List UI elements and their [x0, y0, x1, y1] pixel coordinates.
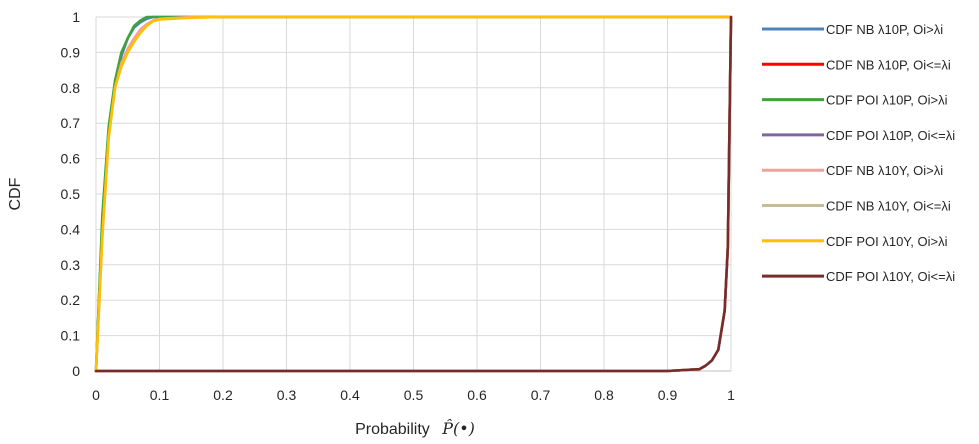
x-tick-label: 0.9	[658, 387, 678, 403]
x-tick-label: 0.8	[594, 387, 614, 403]
legend-item: CDF NB λ10P, Oi<=λi	[762, 57, 951, 72]
y-tick-label: 0.6	[61, 151, 81, 167]
x-axis-ticks: 0 0.1 0.2 0.3 0.4 0.5 0.6 0.7 0.8 0.9 1	[92, 387, 735, 403]
legend-item: CDF POI λ10P, Oi>λi	[762, 93, 948, 108]
plot-area	[94, 15, 733, 373]
legend-label: CDF POI λ10P, Oi<=λi	[826, 128, 955, 143]
series-line-8	[94, 15, 733, 373]
x-tick-label: 0.6	[467, 387, 487, 403]
y-tick-label: 0.7	[61, 115, 81, 131]
legend-label: CDF NB λ10Y, Oi>λi	[826, 163, 943, 178]
y-axis-ticks: 0 0.1 0.2 0.3 0.4 0.5 0.6 0.7 0.8 0.9 1	[61, 9, 81, 379]
legend-label: CDF NB λ10P, Oi>λi	[826, 22, 943, 37]
x-axis-title: Probability P̂(•)	[355, 419, 475, 438]
x-tick-label: 0.1	[150, 387, 170, 403]
legend-label: CDF POI λ10Y, Oi>λi	[826, 234, 948, 249]
legend: CDF NB λ10P, Oi>λi CDF NB λ10P, Oi<=λi CDF…	[762, 22, 955, 284]
y-tick-label: 0.9	[61, 44, 81, 60]
legend-label: CDF NB λ10Y, Oi<=λi	[826, 199, 951, 214]
legend-item: CDF POI λ10Y, Oi>λi	[762, 234, 948, 249]
legend-item: CDF NB λ10Y, Oi>λi	[762, 163, 943, 178]
y-tick-label: 0	[72, 363, 80, 379]
x-tick-label: 0.5	[404, 387, 424, 403]
y-tick-label: 0.1	[61, 328, 81, 344]
x-axis-title-text: Probability	[355, 421, 430, 438]
legend-item: CDF NB λ10Y, Oi<=λi	[762, 199, 951, 214]
legend-item: CDF POI λ10P, Oi<=λi	[762, 128, 955, 143]
x-tick-label: 0.3	[277, 387, 297, 403]
y-tick-label: 0.8	[61, 80, 81, 96]
y-tick-label: 0.2	[61, 292, 81, 308]
series-line-7	[94, 15, 733, 373]
y-axis-title: CDF	[7, 177, 24, 210]
x-tick-label: 1	[727, 387, 735, 403]
x-tick-label: 0.4	[340, 387, 360, 403]
legend-item: CDF NB λ10P, Oi>λi	[762, 22, 943, 37]
legend-label: CDF POI λ10Y, Oi<=λi	[826, 269, 955, 284]
y-tick-label: 0.3	[61, 257, 81, 273]
x-axis-title-symbol: P̂(•)	[441, 419, 475, 438]
x-tick-label: 0	[92, 387, 100, 403]
y-tick-label: 0.4	[61, 221, 81, 237]
legend-item: CDF POI λ10Y, Oi<=λi	[762, 269, 955, 284]
x-tick-label: 0.7	[531, 387, 551, 403]
y-tick-label: 1	[72, 9, 80, 25]
y-tick-label: 0.5	[61, 186, 81, 202]
grid	[95, 16, 732, 372]
x-tick-label: 0.2	[213, 387, 233, 403]
legend-label: CDF POI λ10P, Oi>λi	[826, 93, 948, 108]
legend-label: CDF NB λ10P, Oi<=λi	[826, 57, 951, 72]
